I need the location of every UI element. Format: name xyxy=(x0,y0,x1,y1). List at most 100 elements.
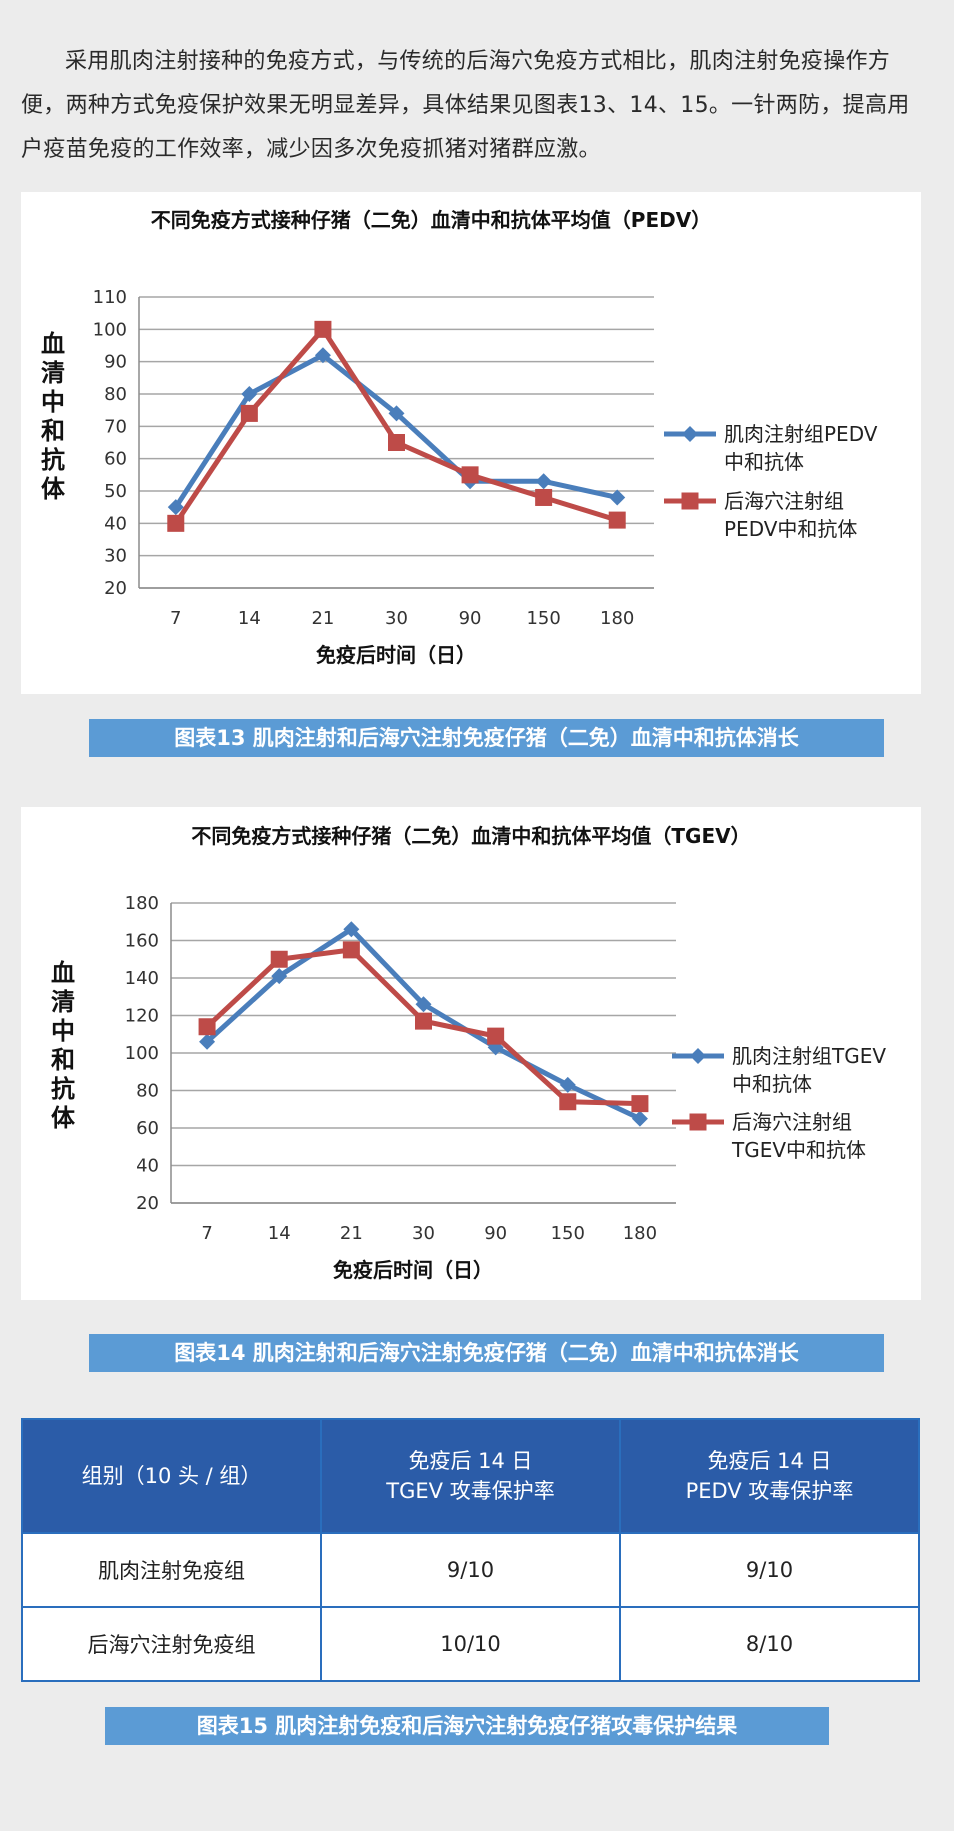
x-tick-label: 7 xyxy=(170,608,181,629)
data-point xyxy=(199,1033,216,1050)
table-row: 肌肉注射免疫组 9/10 9/10 xyxy=(21,1532,920,1608)
x-tick-label: 180 xyxy=(623,1223,657,1244)
y-tick-label: 110 xyxy=(93,287,127,308)
y-tick-label: 120 xyxy=(125,1006,159,1027)
x-tick-label: 180 xyxy=(600,608,634,629)
chart-title: 不同免疫方式接种仔猪（二免）血清中和抗体平均值（TGEV） xyxy=(191,824,750,848)
row-tgev-cell: 10/10 xyxy=(320,1606,621,1682)
y-axis-label: 血清中和抗体 xyxy=(41,329,66,503)
legend-marker-1 xyxy=(690,1048,706,1064)
x-tick-label: 150 xyxy=(551,1223,585,1244)
y-tick-label: 20 xyxy=(136,1193,159,1214)
data-point xyxy=(388,434,405,451)
data-point xyxy=(415,1012,432,1030)
figure-15-caption: 图表15 肌肉注射免疫和后海穴注射免疫仔猪攻毒保护结果 xyxy=(105,1707,829,1745)
legend-marker-2 xyxy=(689,1113,707,1131)
x-tick-label: 90 xyxy=(459,608,482,629)
legend-label-line1: 后海穴注射组 xyxy=(732,1110,852,1134)
data-point xyxy=(343,921,360,938)
data-point xyxy=(608,511,626,529)
header-pedv-line1: 免疫后 14 日 xyxy=(707,1449,832,1473)
data-point xyxy=(314,320,332,338)
data-point xyxy=(167,514,185,532)
legend-label-line2: TGEV中和抗体 xyxy=(731,1138,866,1162)
x-tick-label: 21 xyxy=(340,1223,363,1244)
data-point xyxy=(559,1076,576,1093)
y-tick-label: 60 xyxy=(136,1118,159,1139)
data-point xyxy=(198,1018,216,1036)
y-tick-label: 140 xyxy=(125,968,159,989)
y-tick-label: 180 xyxy=(125,893,159,914)
row-tgev-cell: 9/10 xyxy=(320,1532,621,1608)
header-group: 组别（10 头 / 组） xyxy=(21,1418,322,1534)
row-pedv-cell: 9/10 xyxy=(619,1532,920,1608)
x-tick-label: 7 xyxy=(201,1223,212,1244)
x-tick-label: 21 xyxy=(311,608,334,629)
y-axis-label: 血清中和抗体 xyxy=(51,958,76,1132)
data-point xyxy=(270,950,288,968)
y-tick-label: 50 xyxy=(104,481,127,502)
y-tick-label: 100 xyxy=(125,1043,159,1064)
data-point xyxy=(342,941,360,959)
figure-14-caption: 图表14 肌肉注射和后海穴注射免疫仔猪（二免）血清中和抗体消长 xyxy=(89,1334,884,1372)
x-tick-label: 30 xyxy=(412,1223,435,1244)
x-axis-label: 免疫后时间（日） xyxy=(333,1258,493,1282)
figure-13-caption: 图表13 肌肉注射和后海穴注射免疫仔猪（二免）血清中和抗体消长 xyxy=(89,719,884,757)
y-tick-label: 30 xyxy=(104,546,127,567)
x-tick-label: 14 xyxy=(238,608,261,629)
table-header-row: 组别（10 头 / 组） 免疫后 14 日 TGEV 攻毒保护率 免疫后 14 … xyxy=(21,1418,920,1534)
chart-title: 不同免疫方式接种仔猪（二免）血清中和抗体平均值（PEDV） xyxy=(151,208,711,232)
legend-label-line1: 后海穴注射组 xyxy=(724,489,844,513)
y-tick-label: 90 xyxy=(104,352,127,373)
pedv-chart-panel: 不同免疫方式接种仔猪（二免）血清中和抗体平均值（PEDV） 血清中和抗体 20 30 4… xyxy=(21,192,921,694)
data-point xyxy=(388,405,405,422)
legend-label-line1: 肌肉注射组PEDV xyxy=(724,422,878,446)
intro-paragraph: 采用肌肉注射接种的免疫方式，与传统的后海穴免疫方式相比，肌肉注射免疫操作方便，两… xyxy=(21,49,910,162)
legend-label-line1: 肌肉注射组TGEV xyxy=(732,1044,886,1068)
header-pedv-line2: PEDV 攻毒保护率 xyxy=(685,1479,854,1503)
data-point xyxy=(240,404,258,422)
header-tgev-line2: TGEV 攻毒保护率 xyxy=(386,1479,555,1503)
y-tick-label: 100 xyxy=(93,319,127,340)
pedv-antibody-line-chart: 不同免疫方式接种仔猪（二免）血清中和抗体平均值（PEDV） 血清中和抗体 20 30 4… xyxy=(41,208,878,667)
series-line-1 xyxy=(173,352,618,509)
data-point xyxy=(631,1110,648,1127)
header-tgev-line1: 免疫后 14 日 xyxy=(408,1449,533,1473)
y-tick-label: 60 xyxy=(104,449,127,470)
legend-label-line2: PEDV中和抗体 xyxy=(724,517,857,541)
data-point xyxy=(314,347,331,364)
header-group-label: 组别（10 头 / 组） xyxy=(81,1464,262,1488)
y-tick-label: 80 xyxy=(104,384,127,405)
table-row: 后海穴注射免疫组 10/10 8/10 xyxy=(21,1606,920,1682)
data-point xyxy=(535,488,553,506)
x-tick-label: 150 xyxy=(526,608,560,629)
legend-label-line2: 中和抗体 xyxy=(724,450,804,474)
x-tick-label: 30 xyxy=(385,608,408,629)
data-point xyxy=(631,1095,649,1113)
data-point xyxy=(415,996,432,1013)
data-point xyxy=(487,1027,505,1045)
y-tick-label: 80 xyxy=(136,1081,159,1102)
legend-label-line2: 中和抗体 xyxy=(732,1072,812,1096)
y-tick-label: 70 xyxy=(104,416,127,437)
header-pedv: 免疫后 14 日 PEDV 攻毒保护率 xyxy=(619,1418,920,1534)
legend-marker-2 xyxy=(681,492,699,510)
data-point xyxy=(271,968,288,985)
y-tick-label: 40 xyxy=(136,1156,159,1177)
row-group-cell: 肌肉注射免疫组 xyxy=(21,1532,322,1608)
x-axis-label: 免疫后时间（日） xyxy=(316,643,476,667)
y-tick-label: 20 xyxy=(104,578,127,599)
data-point xyxy=(609,489,626,506)
tgev-antibody-line-chart: 不同免疫方式接种仔猪（二免）血清中和抗体平均值（TGEV） 血清中和抗体 20 40 6… xyxy=(51,824,886,1282)
x-tick-label: 90 xyxy=(484,1223,507,1244)
row-group-cell: 后海穴注射免疫组 xyxy=(21,1606,322,1682)
data-point xyxy=(559,1093,577,1111)
data-point xyxy=(461,466,479,484)
data-point xyxy=(241,386,258,402)
challenge-protection-table: 组别（10 头 / 组） 免疫后 14 日 TGEV 攻毒保护率 免疫后 14 … xyxy=(21,1418,920,1682)
row-pedv-cell: 8/10 xyxy=(619,1606,920,1682)
tgev-chart-panel: 不同免疫方式接种仔猪（二免）血清中和抗体平均值（TGEV） 血清中和抗体 20 40 6… xyxy=(21,807,921,1300)
data-point xyxy=(167,499,184,516)
legend-marker-1 xyxy=(682,426,698,442)
y-tick-label: 40 xyxy=(104,513,127,534)
